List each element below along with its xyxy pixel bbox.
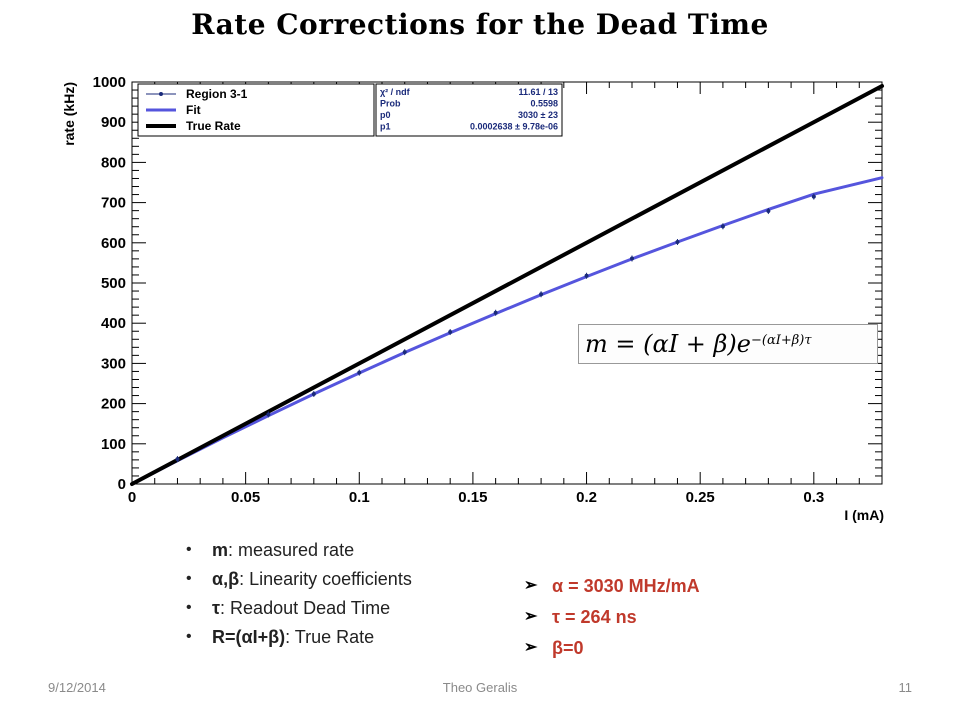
- legend-label: True Rate: [186, 119, 241, 133]
- footer-page-number: 11: [898, 680, 913, 695]
- parameter-list: ➢ α = 3030 MHz/mA ➢ τ = 264 ns ➢ β=0: [524, 573, 700, 666]
- param-text: β=0: [552, 638, 584, 658]
- bullet-text: : measured rate: [228, 540, 355, 560]
- list-item: • R=(αI+β): True Rate: [186, 625, 412, 654]
- data-point: [311, 391, 316, 396]
- legend-box: [137, 83, 375, 137]
- stats-box: χ² / ndf 11.61 / 13 Prob 0.5598 p0 3030 ± 23 p…: [375, 83, 563, 137]
- x-tick-label: 0.3: [803, 489, 824, 506]
- bullet-dot-icon: •: [186, 570, 192, 587]
- data-point: [402, 350, 407, 355]
- list-item: ➢ α = 3030 MHz/mA: [524, 573, 700, 604]
- y-tick-label: 100: [101, 436, 126, 453]
- data-point: [448, 330, 453, 335]
- data-point: [584, 273, 589, 278]
- stats-value: 11.61 / 13: [518, 87, 558, 97]
- x-tick-label: 0.15: [458, 489, 487, 506]
- data-point: [811, 194, 816, 199]
- bullet-term: α,β: [212, 569, 240, 589]
- series-layer: [130, 84, 884, 486]
- footer-date: 9/12/2014: [48, 680, 106, 695]
- data-point: [675, 239, 680, 244]
- x-tick-label: 0: [128, 489, 136, 506]
- list-item: ➢ β=0: [524, 635, 700, 666]
- bullet-text: : True Rate: [285, 627, 375, 647]
- y-tick-label: 800: [101, 154, 126, 171]
- list-item: • τ: Readout Dead Time: [186, 596, 412, 625]
- list-item: • m: measured rate: [186, 538, 412, 567]
- bullet-dot-icon: •: [186, 541, 192, 558]
- param-text: α = 3030 MHz/mA: [552, 576, 700, 596]
- bullet-dot-icon: •: [186, 599, 192, 616]
- x-axis-title: I (mA): [844, 507, 884, 523]
- y-tick-label: 200: [101, 396, 126, 413]
- data-point: [175, 457, 180, 462]
- arrow-right-icon: ➢: [524, 639, 538, 656]
- stats-value: 3030 ± 23: [518, 110, 558, 120]
- legend-label: Fit: [186, 103, 201, 117]
- param-text: τ = 264 ns: [552, 607, 637, 627]
- true-rate-line: [130, 84, 884, 486]
- y-tick-label: 1000: [93, 74, 126, 91]
- data-point: [493, 310, 498, 315]
- y-tick-label: 700: [101, 195, 126, 212]
- y-tick-label: 600: [101, 235, 126, 252]
- stats-label: p1: [380, 122, 391, 132]
- arrow-right-icon: ➢: [524, 608, 538, 625]
- y-tick-label: 300: [101, 355, 126, 372]
- x-tick-label: 0.25: [686, 489, 715, 506]
- y-tick-label: 400: [101, 315, 126, 332]
- list-item: • α,β: Linearity coefficients: [186, 567, 412, 596]
- bullet-text: : Linearity coefficients: [239, 569, 412, 589]
- bullet-term: R=(αI+β): [212, 627, 286, 647]
- rate-chart: 0 0.05 0.1 0.15 0.2 0.25 0.3 0 100 200 300 400 500 60…: [61, 74, 884, 523]
- stats-value: 0.5598: [530, 99, 558, 109]
- bullet-dot-icon: •: [186, 628, 192, 645]
- stats-label: p0: [380, 110, 391, 120]
- legend-label: Region 3-1: [186, 87, 248, 101]
- slide-title: Rate Corrections for the Dead Time: [191, 8, 769, 41]
- formula-text: m = (αI + β)e: [585, 330, 751, 358]
- y-axis-title: rate (kHz): [61, 82, 77, 146]
- stats-value: 0.0002638 ± 9.78e-06: [470, 122, 558, 132]
- list-item: ➢ τ = 264 ns: [524, 604, 700, 635]
- bullet-text: : Readout Dead Time: [220, 598, 391, 618]
- y-tick-label: 500: [101, 275, 126, 292]
- bullet-term: τ: [212, 598, 221, 618]
- data-point: [630, 256, 634, 261]
- bullet-term: m: [212, 540, 229, 560]
- data-point: [766, 209, 771, 214]
- data-point: [539, 292, 544, 297]
- legend: Region 3-1 Fit True Rate: [137, 83, 375, 137]
- stats-label: χ² / ndf: [380, 87, 411, 97]
- x-tick-label: 0.05: [231, 489, 260, 506]
- data-point: [357, 370, 362, 375]
- data-point: [720, 224, 725, 229]
- definitions-list: • m: measured rate • α,β: Linearity coeffi…: [186, 538, 412, 654]
- x-tick-label: 0.1: [349, 489, 370, 506]
- y-tick-label: 0: [118, 476, 126, 493]
- formula-box: m = (αI + β)e −(αI+β)τ: [578, 324, 878, 364]
- x-tick-label: 0.2: [576, 489, 597, 506]
- stats-frame: [375, 83, 563, 137]
- data-point: [266, 412, 271, 417]
- arrow-right-icon: ➢: [524, 577, 538, 594]
- footer-author: Theo Geralis: [442, 680, 518, 695]
- legend-swatch-marker: [159, 92, 163, 96]
- stats-label: Prob: [380, 99, 401, 109]
- y-tick-label: 900: [101, 114, 126, 131]
- formula-exponent: −(αI+β)τ: [750, 332, 812, 348]
